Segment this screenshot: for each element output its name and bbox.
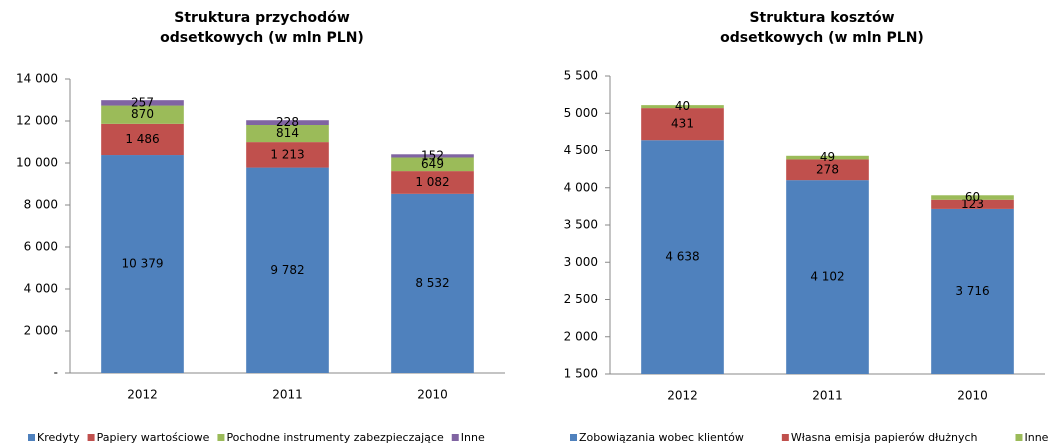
y-tick-label: - <box>54 366 58 380</box>
legend-label: Zobowiązania wobec klientów <box>579 431 744 444</box>
y-tick-label: 6 000 <box>24 240 58 254</box>
legend-swatch <box>570 434 577 441</box>
y-tick-label: 4 000 <box>24 282 58 296</box>
legend-label: Papiery wartościowe <box>97 431 210 444</box>
data-label: 3 716 <box>955 284 989 298</box>
data-label: 10 379 <box>122 257 164 271</box>
data-label: 40 <box>675 99 690 113</box>
legend-label: Inne <box>461 431 485 444</box>
chart-title: odsetkowych (w mln PLN) <box>720 30 924 46</box>
data-label: 1 486 <box>125 132 159 146</box>
x-tick-label: 2011 <box>272 388 303 402</box>
y-tick-label: 5 500 <box>564 69 598 83</box>
y-tick-label: 2 000 <box>24 324 58 338</box>
y-tick-label: 3 500 <box>564 218 598 232</box>
y-tick-label: 2 000 <box>564 329 598 343</box>
bar-segment <box>246 125 329 143</box>
legend-swatch <box>28 434 35 441</box>
legend-label: Kredyty <box>37 431 80 444</box>
x-tick-label: 2011 <box>812 389 843 403</box>
y-tick-label: 8 000 <box>24 198 58 212</box>
data-label: 4 102 <box>810 270 844 284</box>
x-tick-label: 2012 <box>667 389 698 403</box>
x-tick-label: 2010 <box>417 388 448 402</box>
chart-title: odsetkowych (w mln PLN) <box>160 30 364 46</box>
bar-segment <box>246 142 329 168</box>
data-label: 431 <box>671 117 694 131</box>
bar-segment <box>931 195 1014 200</box>
legend-label: Własna emisja papierów dłużnych <box>791 431 978 444</box>
data-label: 1 082 <box>415 175 449 189</box>
y-tick-label: 4 000 <box>564 180 598 194</box>
chart-title: Struktura kosztów <box>749 10 894 26</box>
y-tick-label: 5 000 <box>564 106 598 120</box>
data-label: 257 <box>131 95 154 109</box>
bar-segment <box>786 155 869 160</box>
data-label: 814 <box>276 126 299 140</box>
bar-segment <box>391 171 474 194</box>
y-tick-label: 10 000 <box>16 156 58 170</box>
y-tick-label: 3 000 <box>564 255 598 269</box>
data-label: 228 <box>276 115 299 129</box>
data-label: 870 <box>131 107 154 121</box>
data-label: 9 782 <box>270 263 304 277</box>
y-tick-label: 12 000 <box>16 114 58 128</box>
legend-swatch <box>217 434 225 441</box>
bar-segment <box>786 180 869 374</box>
data-label: 60 <box>965 190 980 204</box>
data-label: 649 <box>421 157 444 171</box>
y-tick-label: 4 500 <box>564 143 598 157</box>
data-label: 152 <box>421 148 444 162</box>
data-label: 1 213 <box>270 147 304 161</box>
bar-segment <box>641 108 724 141</box>
legend-swatch <box>1015 434 1023 441</box>
bar-segment <box>391 193 474 373</box>
legend-swatch <box>87 434 95 441</box>
bar-segment <box>391 157 474 172</box>
chart-title: Struktura przychodów <box>174 10 350 26</box>
bar-segment <box>641 140 724 374</box>
data-label: 278 <box>816 162 839 176</box>
data-label: 4 638 <box>665 250 699 264</box>
legend-swatch <box>781 434 789 441</box>
y-tick-label: 2 500 <box>564 292 598 306</box>
bar-segment <box>101 155 184 373</box>
bar-segment <box>641 105 724 109</box>
legend-swatch <box>451 434 459 441</box>
bar-segment <box>246 167 329 373</box>
bar-segment <box>786 159 869 181</box>
bar-segment <box>391 154 474 158</box>
bar-segment <box>246 120 329 126</box>
bar-segment <box>931 208 1014 374</box>
data-label: 123 <box>961 197 984 211</box>
bar-segment <box>101 123 184 156</box>
legend-label: Inne <box>1024 431 1048 444</box>
data-label: 49 <box>820 150 835 164</box>
bar-segment <box>101 100 184 106</box>
bar-segment <box>931 199 1014 209</box>
y-tick-label: 14 000 <box>16 72 58 86</box>
y-tick-label: 1 500 <box>564 367 598 381</box>
x-tick-label: 2010 <box>957 389 988 403</box>
x-tick-label: 2012 <box>127 388 158 402</box>
legend-label: Pochodne instrumenty zabezpieczające <box>226 431 444 444</box>
data-label: 8 532 <box>415 276 449 290</box>
bar-segment <box>101 105 184 124</box>
